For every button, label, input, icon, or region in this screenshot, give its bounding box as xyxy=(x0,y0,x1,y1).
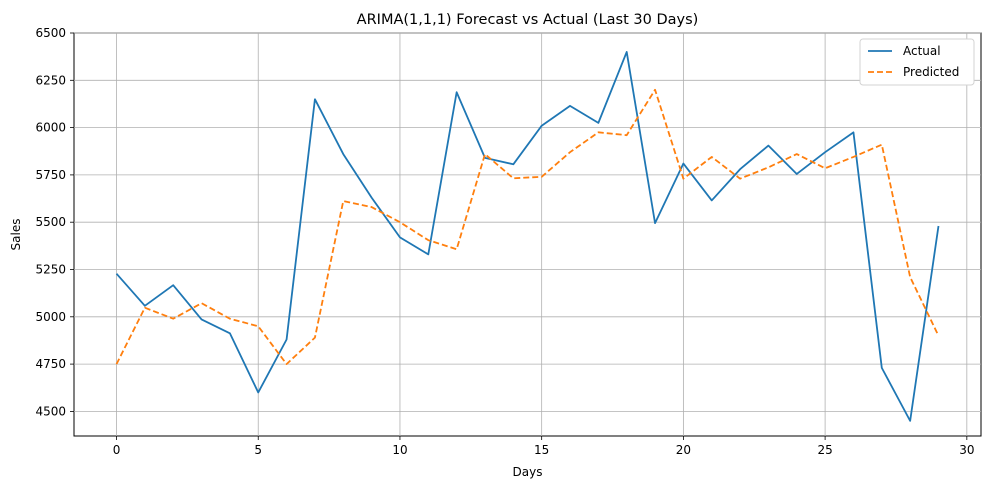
y-tick-label: 6000 xyxy=(35,121,66,135)
y-tick-label: 6500 xyxy=(35,26,66,40)
legend: Actual Predicted xyxy=(859,38,975,86)
grid-layer xyxy=(74,32,981,436)
series-line-actual xyxy=(115,51,940,422)
legend-actual-label: Actual xyxy=(903,44,941,58)
x-tick-label: 5 xyxy=(254,443,262,457)
x-tick-label: 15 xyxy=(534,443,549,457)
y-tick-label: 5000 xyxy=(35,310,66,324)
plot-frame xyxy=(73,32,982,437)
y-tick-label: 4750 xyxy=(35,357,66,371)
y-axis: 4500 4750 5000 5250 5500 5750 6000 6250 6500 xyxy=(35,26,74,418)
y-axis-title: Sales xyxy=(9,219,23,251)
plot-area xyxy=(73,32,982,437)
y-tick-label: 4500 xyxy=(35,404,66,418)
x-tick-label: 20 xyxy=(676,443,691,457)
x-tick-label: 10 xyxy=(392,443,407,457)
series-layer xyxy=(115,51,940,422)
chart-title: ARIMA(1,1,1) Forecast vs Actual (Last 30… xyxy=(357,12,699,28)
x-axis-title: Days xyxy=(513,465,543,479)
y-tick-label: 5750 xyxy=(35,168,66,182)
series-line-predicted xyxy=(115,88,940,366)
y-tick-label: 5250 xyxy=(35,263,66,277)
x-axis: 0 5 10 15 20 25 30 xyxy=(113,436,974,457)
y-tick-label: 5500 xyxy=(35,215,66,229)
x-tick-label: 0 xyxy=(113,443,121,457)
legend-predicted-label: Predicted xyxy=(903,65,959,79)
x-tick-label: 25 xyxy=(817,443,832,457)
x-tick-label: 30 xyxy=(959,443,974,457)
y-tick-label: 6250 xyxy=(35,73,66,87)
